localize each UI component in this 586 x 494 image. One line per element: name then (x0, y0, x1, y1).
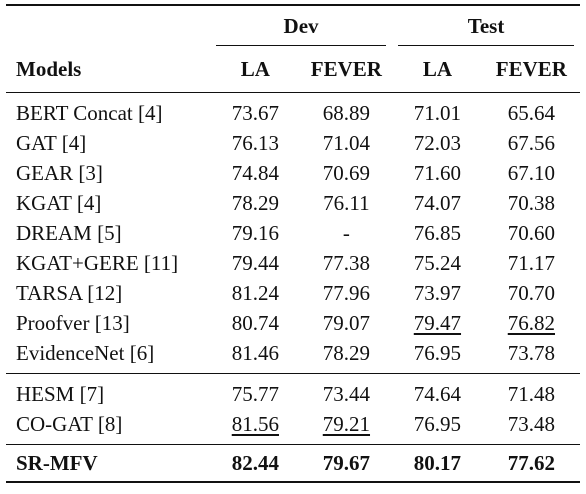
dev-la-value: 78.29 (231, 191, 279, 215)
underlined-value: 79.47 (413, 311, 462, 335)
header-group-dev: Dev (210, 5, 392, 46)
model-name: SR-MFV (16, 451, 98, 475)
dev-fever-value: - (342, 221, 350, 245)
underlined-value: 81.56 (231, 412, 279, 436)
test-fever-value: 77.62 (507, 451, 555, 475)
test-fever-value: 76.82 (483, 308, 580, 338)
test-fever-value: 73.78 (507, 341, 555, 365)
model-name: BERT Concat [4] (16, 101, 163, 125)
dev-la-value: 79.16 (231, 221, 279, 245)
table-row: HESM [7] 75.77 73.44 74.64 71.48 (6, 379, 580, 409)
table-row: DREAM [5] 79.16 - 76.85 70.60 (6, 218, 580, 248)
table-row: Proofver [13] 80.74 79.07 79.47 76.82 (6, 308, 580, 338)
dev-la-value: 82.44 (231, 451, 279, 475)
header-models: Models (16, 57, 82, 81)
header-group-test: Test (392, 5, 580, 46)
underlined-value: 76.82 (507, 311, 555, 335)
model-name: CO-GAT [8] (16, 412, 123, 436)
dev-la-value: 73.67 (231, 101, 279, 125)
final-row: SR-MFV 82.44 79.67 80.17 77.62 (6, 444, 580, 482)
dev-la-value: 81.56 (210, 409, 301, 439)
dev-fever-value: 71.04 (322, 131, 371, 155)
underlined-value: 79.21 (322, 412, 371, 436)
test-la-value: 76.95 (413, 412, 462, 436)
model-name: KGAT+GERE [11] (16, 251, 179, 275)
test-la-value: 71.60 (413, 161, 462, 185)
dev-fever-value: 79.67 (322, 451, 371, 475)
dev-la-value: 74.84 (231, 161, 279, 185)
header-group-row: Dev Test (6, 5, 580, 46)
header-dev-la: LA (240, 57, 270, 81)
model-name: GAT [4] (16, 131, 87, 155)
dev-la-value: 79.44 (231, 251, 279, 275)
test-la-value: 73.97 (413, 281, 462, 305)
dev-la-value: 75.77 (231, 382, 279, 406)
test-la-value: 75.24 (413, 251, 462, 275)
table-row: GAT [4] 76.13 71.04 72.03 67.56 (6, 128, 580, 158)
test-fever-value: 67.56 (507, 131, 555, 155)
header-dev-fever: FEVER (310, 57, 382, 81)
table-row: KGAT [4] 78.29 76.11 74.07 70.38 (6, 188, 580, 218)
dev-fever-value: 73.44 (322, 382, 371, 406)
model-name: KGAT [4] (16, 191, 102, 215)
test-fever-value: 71.48 (507, 382, 555, 406)
dev-la-value: 81.46 (231, 341, 279, 365)
dev-la-value: 81.24 (231, 281, 279, 305)
model-name: DREAM [5] (16, 221, 122, 245)
test-la-value: 80.17 (413, 451, 462, 475)
dev-la-value: 80.74 (231, 311, 279, 335)
dev-fever-value: 76.11 (323, 191, 370, 215)
test-fever-value: 70.60 (507, 221, 555, 245)
header-empty-cell (6, 5, 210, 46)
test-fever-value: 73.48 (507, 412, 555, 436)
dev-fever-value: 79.21 (301, 409, 392, 439)
table-row: TARSA [12] 81.24 77.96 73.97 70.70 (6, 278, 580, 308)
model-name: HESM [7] (16, 382, 105, 406)
model-name: EvidenceNet [6] (16, 341, 155, 365)
test-la-value: 74.64 (413, 382, 462, 406)
table-row: GEAR [3] 74.84 70.69 71.60 67.10 (6, 158, 580, 188)
dev-fever-value: 78.29 (322, 341, 371, 365)
table-row: BERT Concat [4] 73.67 68.89 71.01 65.64 (6, 98, 580, 128)
header-column-row: Models LA FEVER LA FEVER (6, 46, 580, 93)
model-name: TARSA [12] (16, 281, 123, 305)
test-fever-value: 70.70 (507, 281, 555, 305)
test-la-value: 71.01 (413, 101, 462, 125)
table-row: KGAT+GERE [11] 79.44 77.38 75.24 71.17 (6, 248, 580, 278)
test-fever-value: 65.64 (507, 101, 555, 125)
dev-fever-value: 77.38 (322, 251, 371, 275)
dev-la-value: 76.13 (231, 131, 279, 155)
dev-fever-value: 77.96 (322, 281, 371, 305)
test-la-value: 74.07 (413, 191, 462, 215)
test-fever-value: 71.17 (507, 251, 555, 275)
dev-fever-value: 68.89 (322, 101, 371, 125)
test-fever-value: 67.10 (507, 161, 555, 185)
results-table-container: Dev Test Models LA FEVER LA FEVER BERT C… (6, 4, 580, 483)
table-row: CO-GAT [8] 81.56 79.21 76.95 73.48 (6, 409, 580, 439)
model-name: GEAR [3] (16, 161, 103, 185)
dev-fever-value: 79.07 (322, 311, 371, 335)
test-la-value: 79.47 (392, 308, 483, 338)
table-row: EvidenceNet [6] 81.46 78.29 76.95 73.78 (6, 338, 580, 368)
header-test-la: LA (422, 57, 452, 81)
results-table: Dev Test Models LA FEVER LA FEVER BERT C… (6, 4, 580, 483)
test-la-value: 76.95 (413, 341, 462, 365)
dev-fever-value: 70.69 (322, 161, 371, 185)
test-la-value: 76.85 (413, 221, 462, 245)
header-test-fever: FEVER (495, 57, 567, 81)
model-name: Proofver [13] (16, 311, 130, 335)
test-fever-value: 70.38 (507, 191, 555, 215)
test-la-value: 72.03 (413, 131, 462, 155)
